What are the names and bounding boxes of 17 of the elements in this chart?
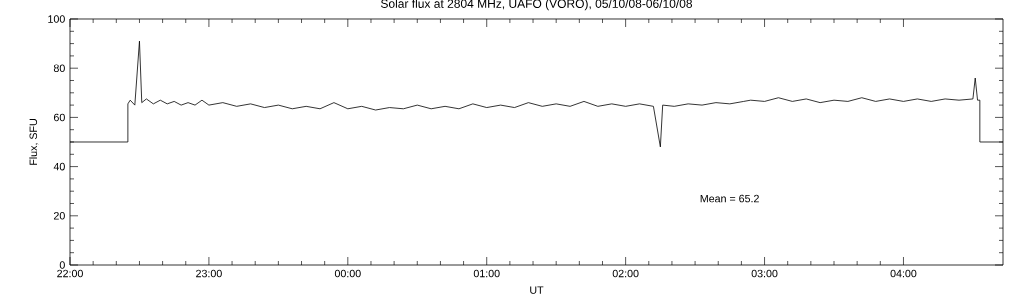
chart-title: Solar flux at 2804 MHz, UAFO (VORO), 05/10/08-06/10/08 <box>380 0 693 11</box>
x-tick-label: 01:00 <box>473 269 500 278</box>
x-tick-label: 23:00 <box>196 269 222 278</box>
x-axis-title: UT <box>530 286 544 294</box>
x-tick-label: 03:00 <box>751 269 778 278</box>
annotation: Mean = 65.2 <box>700 194 759 203</box>
x-tick-label: 00:00 <box>334 269 361 278</box>
y-tick-label: 100 <box>48 15 65 23</box>
x-tick-label: 22:00 <box>57 269 83 278</box>
y-tick-label: 80 <box>53 64 65 72</box>
y-axis-title: Flux, SFU <box>29 119 39 165</box>
x-tick-label: 04:00 <box>890 269 917 278</box>
y-tick-label: 0 <box>59 261 65 269</box>
y-tick-label: 60 <box>53 113 65 122</box>
x-tick-label: 02:00 <box>612 269 639 278</box>
y-tick-label: 40 <box>53 162 65 171</box>
y-tick-label: 20 <box>53 212 65 220</box>
